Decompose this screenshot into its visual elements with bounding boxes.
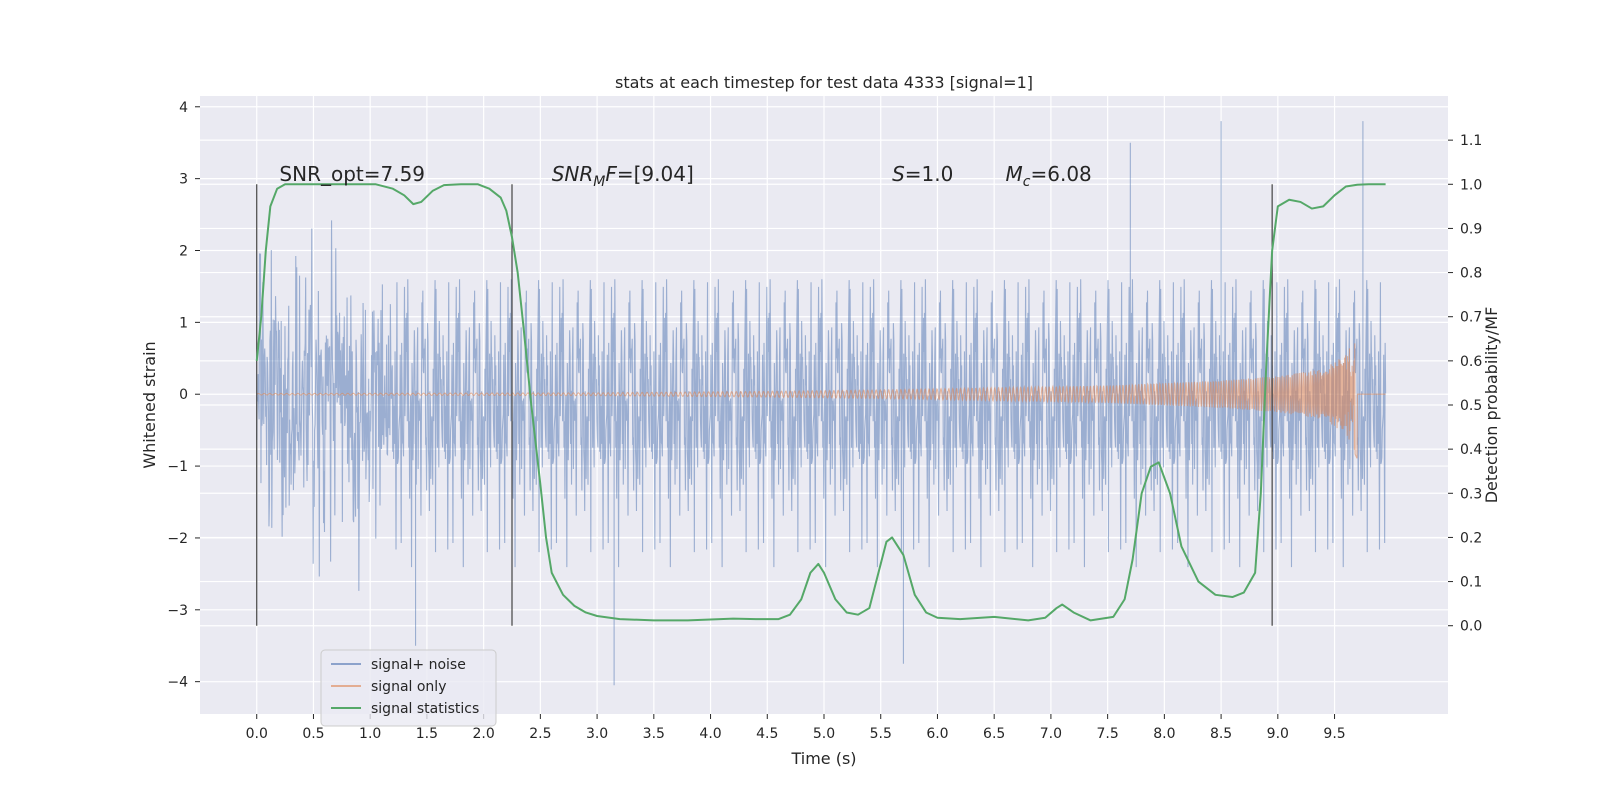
plot-content [255,121,1387,686]
x-tick-label: 6.0 [926,726,948,742]
x-tick-label: 9.5 [1323,726,1345,742]
x-axis-label: Time (s) [790,749,856,768]
y2-tick-label: 0.2 [1460,530,1482,546]
y2-tick-label: 0.3 [1460,486,1482,502]
y2-tick-label: 0.7 [1460,310,1482,326]
legend-label: signal statistics [371,701,479,717]
annotation-snr-opt: SNR_opt=7.59 [279,162,425,186]
y-tick-label: 0 [179,387,188,403]
y2-tick-label: 0.5 [1460,398,1482,414]
x-tick-label: 1.0 [359,726,381,742]
y-axis-ticks: 4 3 2 1 0 −1 −2 −3 −4 [167,100,200,691]
x-axis-ticks: 0.0 0.5 1.0 1.5 2.0 2.5 3.0 3.5 4.0 4.5 5.0 5.5 6.0 6… [246,714,1346,742]
chart-title: stats at each timestep for test data 433… [615,73,1033,92]
y-tick-label: −4 [167,675,188,691]
y-tick-label: 4 [179,100,188,116]
annotation-mc: Mc=6.08 [1006,162,1092,190]
y-tick-label: −3 [167,603,188,619]
x-tick-label: 5.0 [813,726,835,742]
x-tick-label: 3.5 [643,726,665,742]
y-tick-label: −2 [167,531,188,547]
y2-tick-label: 0.9 [1460,221,1482,237]
series-signal-noise [256,121,1387,686]
series-signal-only [256,343,1386,459]
legend: signal+ noise signal only signal statistic… [320,649,497,727]
y-tick-label: 3 [179,172,188,188]
annotation-snr-mf: SNRMF=[9.04] [552,162,694,190]
x-tick-label: 8.0 [1153,726,1175,742]
legend-box [320,649,497,727]
x-tick-label: 8.5 [1210,726,1232,742]
x-tick-label: 4.0 [699,726,721,742]
y2-tick-label: 1.0 [1460,177,1482,193]
x-tick-label: 2.5 [529,726,551,742]
y2-tick-label: 0.0 [1460,619,1482,635]
x-tick-label: 0.0 [246,726,268,742]
y-tick-label: 1 [179,315,188,331]
x-tick-label: 0.5 [302,726,324,742]
y2-tick-label: 0.8 [1460,266,1482,282]
y2-axis-label: Detection probability/MF [1482,307,1501,504]
annotation-s: S=1.0 [892,162,953,186]
y2-tick-label: 0.4 [1460,442,1482,458]
series-signal-statistics [255,183,1386,622]
x-tick-label: 3.0 [586,726,608,742]
y-tick-label: −1 [167,459,188,475]
x-tick-label: 7.5 [1097,726,1119,742]
x-tick-label: 1.5 [416,726,438,742]
y2-tick-label: 0.6 [1460,354,1482,370]
legend-label: signal+ noise [371,657,466,673]
y2-tick-label: 0.1 [1460,575,1482,591]
x-tick-label: 5.5 [870,726,892,742]
x-tick-label: 2.0 [473,726,495,742]
x-tick-label: 9.0 [1267,726,1289,742]
annotations: SNR_opt=7.59 SNRMF=[9.04] S=1.0 Mc=6.08 [279,162,1091,190]
x-tick-label: 7.0 [1040,726,1062,742]
x-tick-label: 6.5 [983,726,1005,742]
x-tick-label: 4.5 [756,726,778,742]
y-axis-label: Whitened strain [140,341,159,468]
y2-axis-ticks: 0.0 0.1 0.2 0.3 0.4 0.5 0.6 0.7 0.8 0.9 1.0 1.1 [1448,133,1482,635]
legend-label: signal only [371,679,446,695]
y-tick-label: 2 [179,244,188,260]
y2-tick-label: 1.1 [1460,133,1482,149]
